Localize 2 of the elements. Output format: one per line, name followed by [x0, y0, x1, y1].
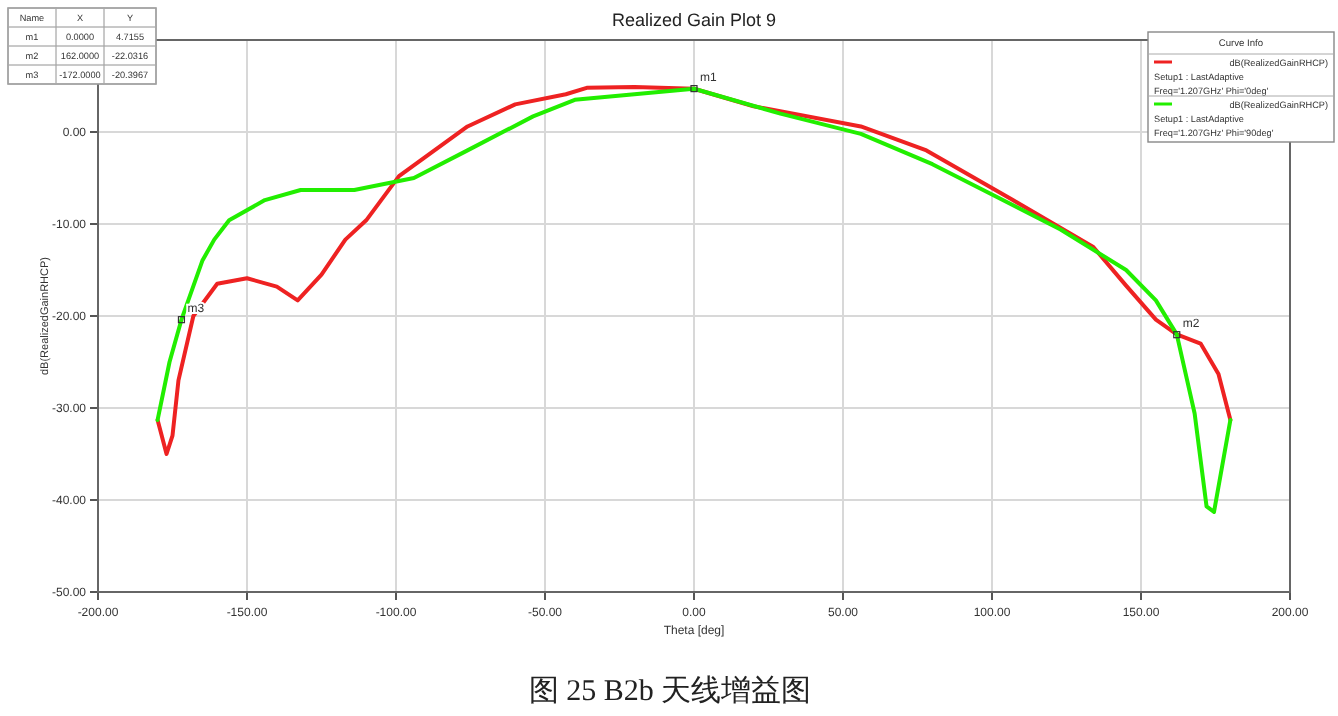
chart-title: Realized Gain Plot 9: [611, 10, 777, 30]
caption: 图 25 B2b 天线增益图: [528, 674, 812, 708]
